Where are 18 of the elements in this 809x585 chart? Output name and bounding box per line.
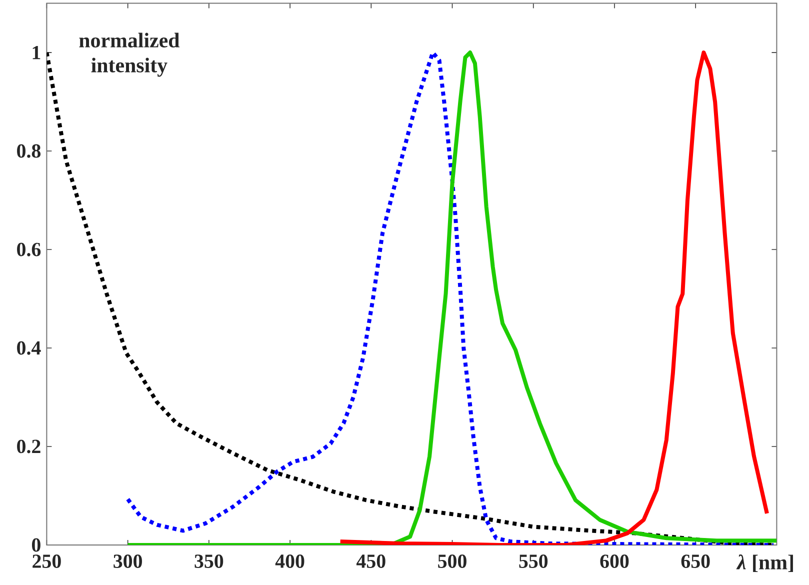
line-series — [338, 50, 769, 545]
x-tick-label: 600 — [600, 554, 629, 568]
x-tick-label: 300 — [114, 554, 142, 568]
x-tick-label: 400 — [275, 554, 304, 568]
x-tick-label: 500 — [438, 554, 466, 568]
x-tick-label: 450 — [356, 554, 386, 568]
y-tick-label: 0.6 — [17, 242, 41, 256]
y-axis-title: normalized intensity — [79, 32, 180, 77]
x-tick-label: 650 — [681, 554, 710, 568]
y-tick-label: 0 — [32, 538, 40, 552]
y-tick-label: 0.8 — [17, 144, 41, 158]
y-tick-label: 0.4 — [17, 341, 41, 355]
x-tick-label: 550 — [519, 554, 548, 568]
x-tick-label: 250 — [32, 554, 61, 568]
x-axis-title: λ [nm] — [736, 554, 793, 572]
y-tick-label: 1 — [32, 46, 40, 60]
x-tick-label: 350 — [194, 554, 224, 568]
y-tick-label: 0.2 — [17, 440, 40, 454]
